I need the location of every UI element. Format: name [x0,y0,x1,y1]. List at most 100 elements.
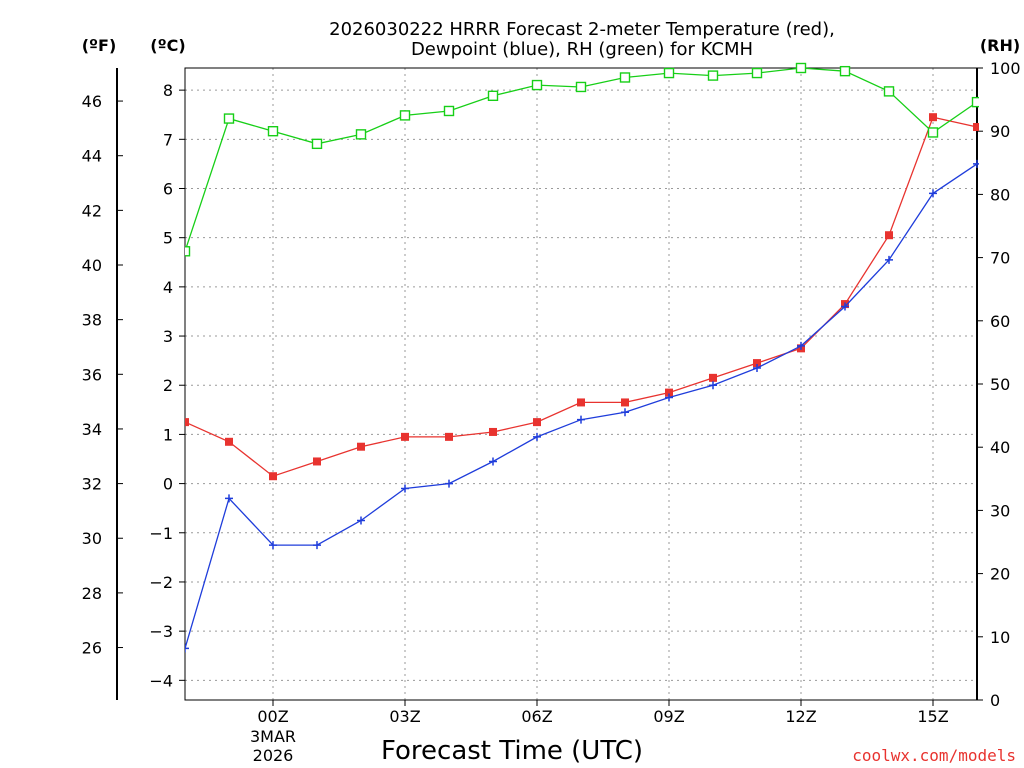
fahrenheit-tick-label: 32 [82,475,102,494]
plot-frame [184,67,978,701]
temperature-point [445,432,453,441]
temperature-point [973,123,979,132]
rh-point [663,67,675,79]
rh-point [971,96,979,108]
rh-tick-label: 30 [990,501,1010,520]
celsius-tick-label: 0 [163,475,173,494]
fahrenheit-tick-label: 38 [82,311,102,330]
celsius-tick-label: −1 [149,524,173,543]
celsius-tick-label: 4 [163,278,173,297]
temperature-point [753,359,761,368]
rh-point [311,138,323,150]
rh-tick-label: 100 [990,59,1021,78]
temperature-point [401,432,409,441]
rh-point [443,105,455,117]
rh-tick-label: 60 [990,312,1010,331]
rh-tick-label: 40 [990,438,1010,457]
rh-point [839,65,851,77]
temperature-point [313,457,321,466]
temperature-point [621,398,629,407]
celsius-tick-label: −3 [149,622,173,641]
fahrenheit-tick-label: 42 [82,201,102,220]
rh-unit-label: (RH) [980,36,1020,55]
rh-tick-label: 70 [990,249,1010,268]
celsius-tick-label: 8 [163,81,173,100]
rh-point [531,79,543,91]
temperature-point [269,472,277,481]
dewpoint-point [841,302,849,311]
dewpoint-point [401,484,409,493]
dewpoint-point [753,364,761,373]
dewpoint-point [665,393,673,402]
rh-tick-label: 50 [990,375,1010,394]
x-tick-label: 12Z [785,707,816,726]
celsius-unit-label: (ºC) [150,36,185,55]
dewpoint-point [885,255,893,264]
rh-tick-label: 10 [990,628,1010,647]
series-temperature [185,113,979,481]
axis-ticks: −4−3−2−101234567826283032343638404244460… [82,59,1021,765]
x-tick-label: 03Z [389,707,420,726]
dewpoint-point [313,541,321,550]
rh-point [927,127,939,138]
fahrenheit-tick-label: 30 [82,529,102,548]
rh-tick-label: 90 [990,122,1010,141]
rh-point [575,81,587,93]
temperature-point [489,427,497,436]
fahrenheit-tick-label: 36 [82,365,102,384]
celsius-tick-label: −2 [149,573,173,592]
rh-point [399,110,411,121]
rh-point [185,246,191,257]
rh-line [185,67,978,252]
temperature-point [357,442,365,451]
rh-point [883,86,895,97]
dewpoint-point [225,494,233,503]
dewpoint-point [621,408,629,417]
dewpoint-point [445,479,453,488]
celsius-tick-label: −4 [149,671,173,690]
fahrenheit-tick-label: 40 [82,256,102,275]
temperature-point [577,398,585,407]
rh-tick-label: 20 [990,565,1010,584]
dewpoint-point [489,457,497,466]
temperature-point [533,418,541,427]
fahrenheit-tick-label: 26 [82,639,102,658]
fahrenheit-tick-label: 28 [82,584,102,603]
rh-point [795,62,807,74]
rh-tick-label: 0 [990,691,1000,710]
fahrenheit-unit-label: (ºF) [82,36,117,55]
dewpoint-point [269,541,277,550]
dewpoint-point [577,415,585,424]
rh-point [267,125,279,137]
data-series [185,62,979,653]
celsius-tick-label: 3 [163,327,173,346]
temperature-point [929,113,937,122]
fahrenheit-tick-label: 34 [82,420,102,439]
dewpoint-point [709,381,717,390]
x-tick-label: 06Z [521,707,552,726]
credit-link[interactable]: coolwx.com/models [852,746,1016,765]
temperature-point [185,418,189,427]
temperature-point [709,373,717,382]
x-tick-label: 09Z [653,707,684,726]
rh-point [751,67,763,79]
temperature-point [665,388,673,397]
dewpoint-point [185,644,189,653]
rh-point [223,113,235,124]
x-tick-label: 15Z [917,707,948,726]
dewpoint-point [973,159,979,168]
rh-point [619,72,631,83]
dewpoint-point [357,516,365,525]
celsius-tick-label: 2 [163,376,173,395]
celsius-tick-label: 5 [163,229,173,248]
chart-title-line2: Dewpoint (blue), RH (green) for KCMH [411,39,753,60]
x-year-label: 2026 [253,746,294,765]
fahrenheit-tick-label: 44 [82,147,102,166]
x-tick-label: 00Z [257,707,288,726]
temperature-point [225,437,233,446]
rh-point [355,129,367,140]
series-dewpoint [185,159,979,653]
rh-point [707,70,719,81]
rh-point [487,90,499,102]
